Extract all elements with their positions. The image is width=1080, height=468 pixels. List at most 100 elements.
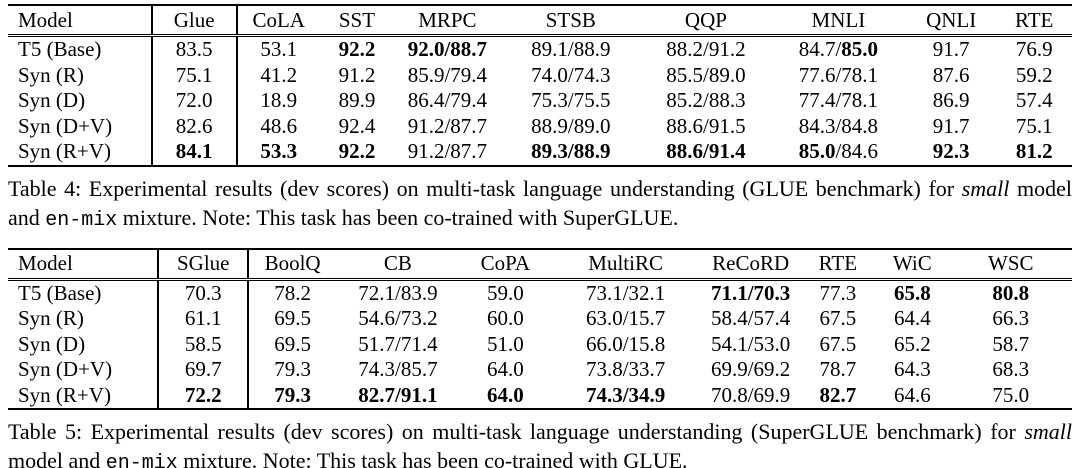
score-cell: 88.6/91.5 xyxy=(666,113,746,138)
score-cell: 73.1/32.1 xyxy=(585,280,666,305)
score-cell: 79.3 xyxy=(274,382,311,407)
score-cell: 85.0/84.6 xyxy=(798,139,879,164)
score-cell: 92.3 xyxy=(932,139,970,164)
table-row: Syn (D+V) 69.7 79.3 74.3/85.7 64.0 73.8/33.7 6… xyxy=(8,357,1072,383)
score-cell: 54.6/73.2 xyxy=(358,306,438,331)
table-row: Syn (R+V) 72.2 79.3 82.7/91.1 64.0 74.3/34.9 7… xyxy=(8,382,1072,409)
score-cell: 89.9 xyxy=(338,88,376,113)
score-cell: 80.8 xyxy=(992,280,1030,305)
score-cell: 67.5 xyxy=(819,331,857,356)
score-cell: 88.2/91.2 xyxy=(666,37,746,62)
score-cell: 59.2 xyxy=(1015,62,1053,87)
score-cell: 71.1/70.3 xyxy=(710,280,791,305)
row-label: T5 (Base) xyxy=(8,279,160,306)
score-cell: 68.3 xyxy=(992,357,1030,382)
column-header: Glue xyxy=(151,5,238,37)
row-label: Syn (D) xyxy=(8,88,153,114)
score-cell: 92.2 xyxy=(338,139,376,164)
column-header: MultiRC xyxy=(550,248,701,281)
score-cell: 59.0 xyxy=(487,280,524,305)
score-cell: 75.1 xyxy=(151,62,238,88)
score-cell: 54.1/53.0 xyxy=(710,331,791,356)
score-cell: 91.7 xyxy=(932,37,970,62)
row-label: Syn (D+V) xyxy=(8,357,160,383)
score-cell: 85.2/88.3 xyxy=(666,88,746,113)
score-cell: 84.7/85.0 xyxy=(798,37,879,62)
row-label: T5 (Base) xyxy=(8,35,153,63)
column-header: CoLA xyxy=(236,5,320,37)
score-cell: 74.3/34.9 xyxy=(585,382,666,407)
score-cell: 57.4 xyxy=(1015,88,1053,113)
score-cell: 18.9 xyxy=(260,88,298,113)
score-cell: 81.2 xyxy=(1015,139,1053,164)
column-header: RTE xyxy=(996,5,1072,37)
table-row: Syn (D) 58.5 69.5 51.7/71.4 51.0 66.0/15.8 54.… xyxy=(8,331,1072,357)
score-cell: 77.3 xyxy=(819,280,857,305)
header-row: Model SGlue BoolQ CB CoPA MultiRC ReCoRD RTE WiC… xyxy=(8,248,1072,281)
score-cell: 82.7/91.1 xyxy=(358,382,438,407)
column-header: STSB xyxy=(500,5,642,37)
score-cell: 74.0/74.3 xyxy=(531,62,611,87)
score-cell: 69.9/69.2 xyxy=(710,357,791,382)
score-cell: 53.1 xyxy=(260,37,298,62)
score-cell: 76.9 xyxy=(1015,37,1053,62)
column-header: MNLI xyxy=(770,5,906,37)
score-cell: 64.6 xyxy=(893,382,931,407)
score-cell: 64.0 xyxy=(487,382,524,407)
score-cell: 69.5 xyxy=(274,331,311,356)
score-cell: 79.3 xyxy=(274,357,311,382)
row-label: Syn (R) xyxy=(8,62,153,88)
column-header: CB xyxy=(335,248,461,281)
column-header: Model xyxy=(8,5,153,37)
score-cell: 86.4/79.4 xyxy=(407,88,488,113)
score-cell: 75.1 xyxy=(1015,113,1053,138)
score-cell: 64.0 xyxy=(487,357,524,382)
row-label: Syn (D) xyxy=(8,331,160,357)
glue-table-header: Model Glue CoLA SST MRPC STSB QQP MNLI QNLI RTE xyxy=(8,5,1072,37)
score-cell: 64.4 xyxy=(893,306,931,331)
score-cell: 92.2 xyxy=(338,37,376,62)
score-cell: 58.7 xyxy=(992,331,1030,356)
score-cell: 91.2 xyxy=(338,62,376,87)
score-cell: 67.5 xyxy=(819,306,857,331)
table-row: T5 (Base) 70.3 78.2 72.1/83.9 59.0 73.1/32.1 7… xyxy=(8,279,1072,306)
table-row: Syn (D) 72.0 18.9 89.9 86.4/79.4 75.3/75.5 85.… xyxy=(8,88,1072,114)
score-cell: 61.1 xyxy=(158,306,250,332)
score-cell: 69.5 xyxy=(274,306,311,331)
score-cell: 66.3 xyxy=(992,306,1030,331)
score-cell: 77.4/78.1 xyxy=(798,88,879,113)
score-cell: 51.7/71.4 xyxy=(358,331,438,356)
score-cell: 75.3/75.5 xyxy=(531,88,611,113)
score-cell: 70.8/69.9 xyxy=(710,382,791,407)
score-cell: 85.9/79.4 xyxy=(407,62,488,87)
table4-caption: Table 4: Experimental results (dev score… xyxy=(8,175,1072,232)
score-cell: 89.3/88.9 xyxy=(531,139,611,164)
column-header: MRPC xyxy=(394,5,501,37)
score-cell: 72.1/83.9 xyxy=(358,280,438,305)
score-cell: 74.3/85.7 xyxy=(358,357,438,382)
superglue-table-body: T5 (Base) 70.3 78.2 72.1/83.9 59.0 73.1/32.1 7… xyxy=(8,279,1072,409)
score-cell: 89.1/88.9 xyxy=(531,37,611,62)
column-header: WiC xyxy=(875,248,950,281)
score-cell: 82.7 xyxy=(819,382,857,407)
score-cell: 86.9 xyxy=(932,88,970,113)
column-header: QNLI xyxy=(905,5,997,37)
score-cell: 41.2 xyxy=(260,62,298,87)
score-cell: 83.5 xyxy=(151,35,238,63)
score-cell: 60.0 xyxy=(487,306,524,331)
column-header: SGlue xyxy=(158,248,250,281)
score-cell: 58.4/57.4 xyxy=(710,306,791,331)
score-cell: 58.5 xyxy=(158,331,250,357)
glue-table-body: T5 (Base) 83.5 53.1 92.2 92.0/88.7 89.1/88.9 8… xyxy=(8,35,1072,166)
score-cell: 85.5/89.0 xyxy=(666,62,746,87)
row-label: Syn (D+V) xyxy=(8,113,153,139)
score-cell: 51.0 xyxy=(487,331,524,356)
score-cell: 73.8/33.7 xyxy=(585,357,666,382)
column-header: BoolQ xyxy=(248,248,336,281)
row-label: Syn (R+V) xyxy=(8,382,160,409)
score-cell: 66.0/15.8 xyxy=(585,331,666,356)
score-cell: 82.6 xyxy=(151,113,238,139)
score-cell: 91.2/87.7 xyxy=(407,139,488,164)
score-cell: 92.4 xyxy=(338,113,376,138)
